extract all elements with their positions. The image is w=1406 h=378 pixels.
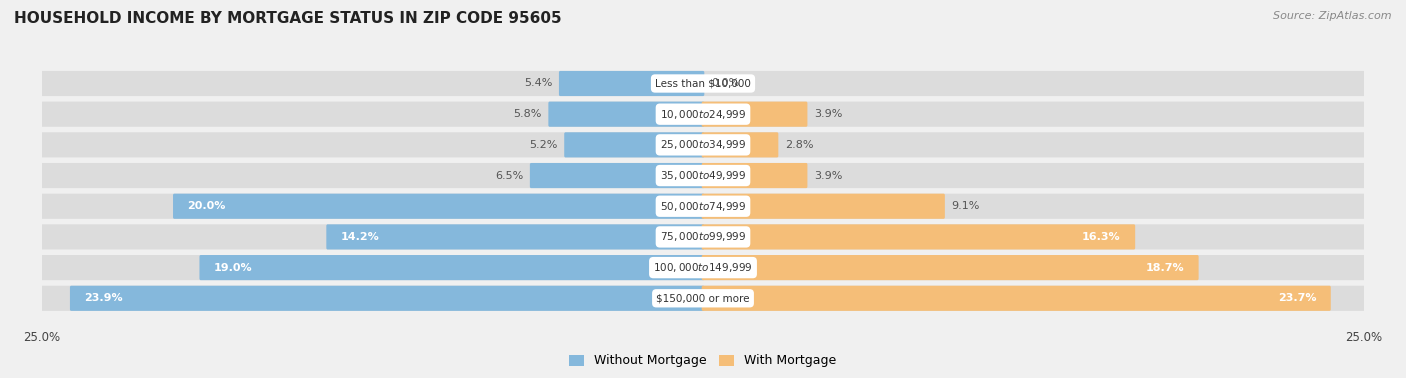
Text: 0.0%: 0.0% xyxy=(711,79,740,88)
Text: $50,000 to $74,999: $50,000 to $74,999 xyxy=(659,200,747,213)
Text: 5.8%: 5.8% xyxy=(513,109,541,119)
FancyBboxPatch shape xyxy=(200,255,704,280)
FancyBboxPatch shape xyxy=(41,286,1365,311)
FancyBboxPatch shape xyxy=(530,163,704,188)
Text: 14.2%: 14.2% xyxy=(340,232,380,242)
Text: $150,000 or more: $150,000 or more xyxy=(657,293,749,303)
FancyBboxPatch shape xyxy=(702,255,1198,280)
FancyBboxPatch shape xyxy=(702,132,779,158)
Text: 16.3%: 16.3% xyxy=(1083,232,1121,242)
Text: 23.9%: 23.9% xyxy=(84,293,124,303)
Text: 5.2%: 5.2% xyxy=(529,140,558,150)
Text: 20.0%: 20.0% xyxy=(187,201,226,211)
Text: 3.9%: 3.9% xyxy=(814,170,842,181)
FancyBboxPatch shape xyxy=(173,194,704,219)
FancyBboxPatch shape xyxy=(702,194,945,219)
FancyBboxPatch shape xyxy=(41,102,1365,127)
Text: 9.1%: 9.1% xyxy=(952,201,980,211)
FancyBboxPatch shape xyxy=(70,286,704,311)
FancyBboxPatch shape xyxy=(41,194,1365,219)
FancyBboxPatch shape xyxy=(41,224,1365,249)
FancyBboxPatch shape xyxy=(41,132,1365,158)
FancyBboxPatch shape xyxy=(702,102,807,127)
Text: Less than $10,000: Less than $10,000 xyxy=(655,79,751,88)
Text: $100,000 to $149,999: $100,000 to $149,999 xyxy=(654,261,752,274)
FancyBboxPatch shape xyxy=(564,132,704,158)
FancyBboxPatch shape xyxy=(41,255,1365,280)
Text: $25,000 to $34,999: $25,000 to $34,999 xyxy=(659,138,747,151)
Text: $75,000 to $99,999: $75,000 to $99,999 xyxy=(659,231,747,243)
FancyBboxPatch shape xyxy=(702,224,1135,249)
FancyBboxPatch shape xyxy=(702,286,1330,311)
FancyBboxPatch shape xyxy=(326,224,704,249)
Text: Source: ZipAtlas.com: Source: ZipAtlas.com xyxy=(1274,11,1392,21)
FancyBboxPatch shape xyxy=(560,71,704,96)
Text: 6.5%: 6.5% xyxy=(495,170,523,181)
FancyBboxPatch shape xyxy=(41,163,1365,188)
FancyBboxPatch shape xyxy=(548,102,704,127)
Text: 19.0%: 19.0% xyxy=(214,263,253,273)
Text: 3.9%: 3.9% xyxy=(814,109,842,119)
FancyBboxPatch shape xyxy=(702,163,807,188)
Text: 23.7%: 23.7% xyxy=(1278,293,1316,303)
Legend: Without Mortgage, With Mortgage: Without Mortgage, With Mortgage xyxy=(564,349,842,372)
Text: $35,000 to $49,999: $35,000 to $49,999 xyxy=(659,169,747,182)
Text: 18.7%: 18.7% xyxy=(1146,263,1184,273)
Text: 2.8%: 2.8% xyxy=(785,140,814,150)
FancyBboxPatch shape xyxy=(41,71,1365,96)
Text: 5.4%: 5.4% xyxy=(524,79,553,88)
Text: $10,000 to $24,999: $10,000 to $24,999 xyxy=(659,108,747,121)
Text: HOUSEHOLD INCOME BY MORTGAGE STATUS IN ZIP CODE 95605: HOUSEHOLD INCOME BY MORTGAGE STATUS IN Z… xyxy=(14,11,561,26)
